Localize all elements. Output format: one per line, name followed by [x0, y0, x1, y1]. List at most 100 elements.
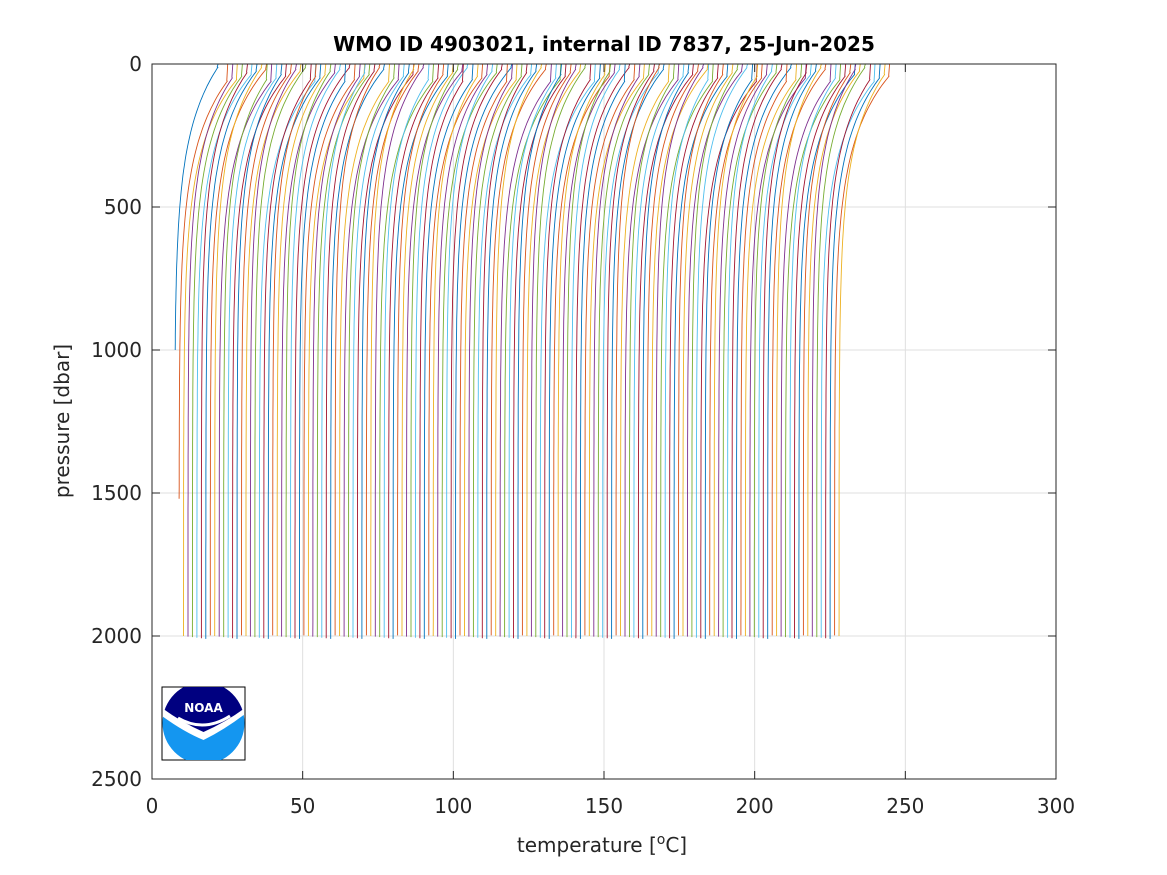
profile-line: [691, 63, 739, 638]
profile-line: [539, 63, 596, 638]
profile-line: [254, 63, 307, 638]
profile-line: [299, 63, 347, 639]
profile-line: [504, 63, 562, 638]
x-axis-label-suffix: C]: [665, 833, 687, 857]
profile-line: [762, 63, 808, 639]
profile-line: [829, 63, 881, 639]
profile-line: [174, 63, 219, 351]
profile-line: [285, 63, 332, 638]
profile-line: [709, 63, 763, 636]
profile-line: [383, 63, 430, 638]
profile-line: [276, 63, 327, 636]
profile-line: [325, 63, 376, 639]
profile-line: [388, 63, 440, 639]
profile-line: [548, 63, 601, 639]
profile-line: [794, 63, 847, 639]
profile-line: [307, 63, 366, 636]
profile-line: [736, 63, 792, 639]
x-axis-label-superscript: o: [657, 832, 666, 848]
profile-line: [414, 63, 469, 638]
y-axis-label: pressure [dbar]: [50, 344, 74, 498]
profile-line: [553, 63, 611, 636]
profile-line: [290, 63, 341, 638]
profile-line: [258, 63, 317, 638]
ticks: [151, 63, 1057, 780]
profile-line: [776, 63, 822, 636]
profile-line: [834, 63, 891, 636]
profile-line: [468, 63, 513, 637]
profile-line: [646, 63, 699, 636]
profile-line: [245, 63, 302, 636]
profile-line: [330, 63, 385, 639]
profile-line: [423, 63, 474, 639]
profile-line: [535, 63, 587, 638]
profile-line: [593, 63, 641, 637]
y-tick-label: 1000: [91, 338, 142, 362]
profile-line: [303, 63, 356, 636]
profile-line: [294, 63, 351, 639]
profile-line: [602, 63, 660, 638]
profile-line: [513, 63, 567, 639]
profile-line: [191, 63, 243, 638]
profile-line: [218, 63, 273, 637]
profile-line: [727, 63, 773, 638]
profile-line: [686, 63, 743, 637]
profile-line: [214, 63, 263, 636]
profile-line: [267, 63, 322, 639]
profile-line: [771, 63, 827, 636]
profile-line: [178, 63, 229, 499]
profile-line: [481, 63, 528, 639]
x-tick-label: 150: [585, 794, 623, 818]
profile-line: [660, 63, 714, 638]
profile-line: [374, 63, 425, 637]
profile-line: [740, 63, 788, 636]
profile-line: [392, 63, 449, 639]
x-tick-label: 100: [434, 794, 472, 818]
x-tick-label: 200: [736, 794, 774, 818]
profile-line: [464, 63, 518, 636]
profile-line: [521, 63, 572, 636]
profile-line: [655, 63, 705, 637]
profile-line: [526, 63, 582, 636]
profile-line: [209, 63, 268, 636]
profile-line: [348, 63, 396, 638]
profile-line: [678, 63, 724, 636]
profile-line: [472, 63, 523, 638]
profile-line: [441, 63, 498, 638]
profile-line: [588, 63, 645, 636]
profile-line: [241, 63, 292, 636]
profile-line: [811, 63, 857, 637]
profile-line: [651, 63, 709, 636]
profile-line: [758, 63, 812, 638]
y-tick-label: 2000: [91, 624, 142, 648]
profile-line: [629, 63, 675, 638]
profile-line: [713, 63, 759, 636]
profile-line: [272, 63, 317, 636]
profile-line: [673, 63, 729, 639]
profile-line: [544, 63, 592, 639]
y-tick-label: 0: [129, 52, 142, 76]
profile-line: [704, 63, 754, 639]
profile-line: [664, 63, 710, 638]
profile-line: [312, 63, 361, 637]
profile-line: [227, 63, 278, 638]
x-tick-label: 0: [146, 794, 159, 818]
profile-line: [223, 63, 268, 638]
profile-line: [508, 63, 557, 638]
profile-line: [579, 63, 626, 639]
profile-line: [499, 63, 552, 637]
y-tick-label: 500: [104, 195, 142, 219]
profile-line: [753, 63, 803, 638]
profile-line: [200, 63, 248, 639]
profile-line: [459, 63, 508, 636]
profile-line: [432, 63, 479, 637]
profile-line: [557, 63, 606, 636]
profile-line: [575, 63, 631, 639]
profile-line: [767, 63, 817, 639]
profile-line: [642, 63, 690, 639]
profile-line: [584, 63, 636, 636]
profile-line: [517, 63, 562, 639]
profile-line: [446, 63, 494, 638]
profile-line: [838, 63, 886, 637]
